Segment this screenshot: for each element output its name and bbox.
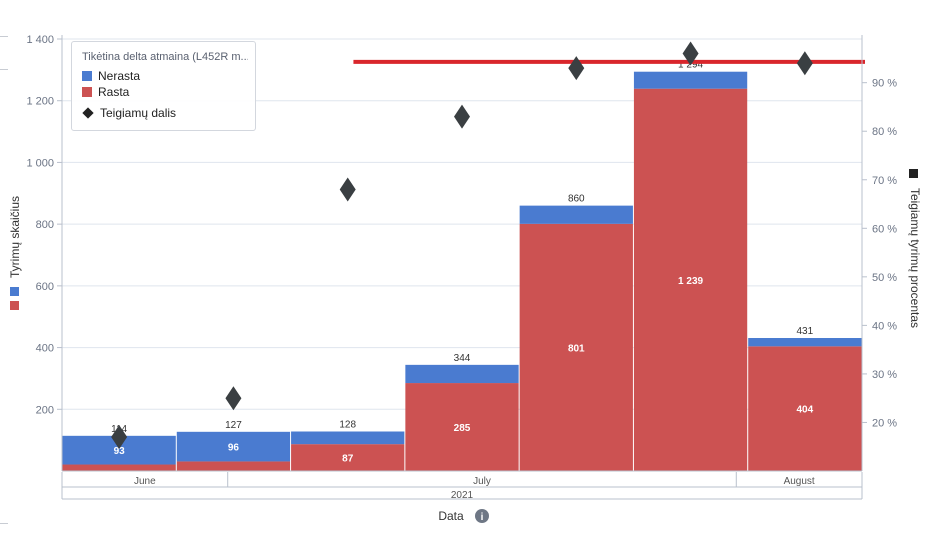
- bar-rasta: [291, 444, 405, 471]
- diamond-point: [111, 425, 128, 450]
- bar-total-label: 127: [225, 420, 242, 431]
- bar-rasta-label: 285: [454, 423, 471, 434]
- diamond-point: [454, 104, 470, 129]
- legend: Tikėtina delta atmaina (L452R m... Neras…: [71, 41, 256, 131]
- bar-rasta-label: 87: [342, 454, 354, 465]
- x-month-label: July: [473, 476, 491, 487]
- axes-layer: 200 400 600 800 1 000 1 200 1 400 20 % 30 % 40 % 5…: [8, 34, 922, 523]
- legend-label-rasta: Rasta: [98, 85, 130, 99]
- y-tick-label: 1 400: [26, 34, 54, 46]
- y-axis-swatch-nerasta: [10, 287, 19, 296]
- bar-nerasta-label: 96: [228, 443, 240, 454]
- points-layer: [111, 41, 813, 450]
- bar-rasta: [176, 461, 291, 471]
- bar-total-label: 431: [797, 326, 814, 337]
- x-month-label: August: [784, 476, 815, 487]
- info-icon: [475, 509, 489, 523]
- bar-rasta-label: 1 239: [678, 276, 703, 287]
- x-year-label: 2021: [451, 490, 474, 501]
- legend-label-nerasta: Nerasta: [98, 69, 141, 83]
- legend-label-teigiamu-dalis: Teigiamų dalis: [100, 106, 177, 120]
- bar-nerasta: [405, 364, 519, 384]
- y2-axis-swatch: [909, 169, 918, 178]
- edge-divider: [0, 36, 8, 37]
- info-icon-glyph: i: [481, 512, 484, 523]
- legend-diamond-icon: [82, 107, 94, 119]
- bar-nerasta: [633, 71, 748, 89]
- y2-tick-label: 60 %: [872, 223, 897, 235]
- y-tick-label: 600: [36, 281, 54, 293]
- y2-axis-title: Teigiamų tyrimų procentas: [908, 188, 922, 328]
- legend-item-nerasta[interactable]: Nerasta: [82, 68, 140, 84]
- bars-layer: [62, 71, 862, 472]
- legend-swatch-rasta: [82, 87, 92, 97]
- legend-item-teigiamu-dalis[interactable]: Teigiamų dalis: [82, 105, 176, 121]
- bar-rasta: [748, 346, 862, 471]
- bar-rasta-label: 404: [797, 405, 814, 416]
- bar-total-label: 860: [568, 194, 585, 205]
- bar-nerasta: [519, 205, 633, 224]
- bar-rasta: [405, 383, 519, 471]
- bar-nerasta: [176, 431, 291, 462]
- bar-total-label: 344: [454, 353, 471, 364]
- x-month-label: June: [134, 476, 156, 487]
- y2-tick-label: 50 %: [872, 272, 897, 284]
- y-tick-label: 1 200: [26, 96, 54, 108]
- bar-total-label: 128: [339, 420, 356, 431]
- y-tick-label: 200: [36, 404, 54, 416]
- y2-tick-label: 40 %: [872, 320, 897, 332]
- bar-rasta: [633, 88, 748, 472]
- bar-rasta: [62, 464, 176, 471]
- y2-tick-label: 20 %: [872, 417, 897, 429]
- bar-nerasta: [291, 431, 405, 445]
- edge-divider: [0, 523, 8, 524]
- y-tick-label: 1 000: [26, 157, 54, 169]
- edge-divider: [0, 69, 8, 70]
- y-tick-label: 800: [36, 219, 54, 231]
- y-axis-title: Tyrimų skaičius: [8, 196, 22, 278]
- diamond-point: [796, 51, 813, 76]
- diamond-point: [225, 386, 242, 411]
- y2-tick-label: 80 %: [872, 126, 897, 138]
- bar-rasta: [519, 223, 633, 471]
- legend-item-rasta[interactable]: Rasta: [82, 84, 129, 100]
- y-axis-swatch-rasta: [10, 301, 19, 310]
- diamond-point: [568, 56, 585, 81]
- legend-title: Tikėtina delta atmaina (L452R m...: [82, 51, 248, 63]
- diamond-point: [339, 177, 356, 202]
- y-tick-label: 400: [36, 343, 54, 355]
- x-axis-title: Data: [438, 509, 464, 523]
- y2-tick-label: 90 %: [872, 78, 897, 90]
- bar-nerasta-label: 93: [114, 446, 126, 457]
- diamond-point: [682, 41, 699, 66]
- legend-swatch-nerasta: [82, 71, 92, 81]
- bar-nerasta: [748, 338, 862, 347]
- bar-rasta-label: 801: [568, 343, 585, 354]
- y2-tick-label: 30 %: [872, 369, 897, 381]
- y2-tick-label: 70 %: [872, 175, 897, 187]
